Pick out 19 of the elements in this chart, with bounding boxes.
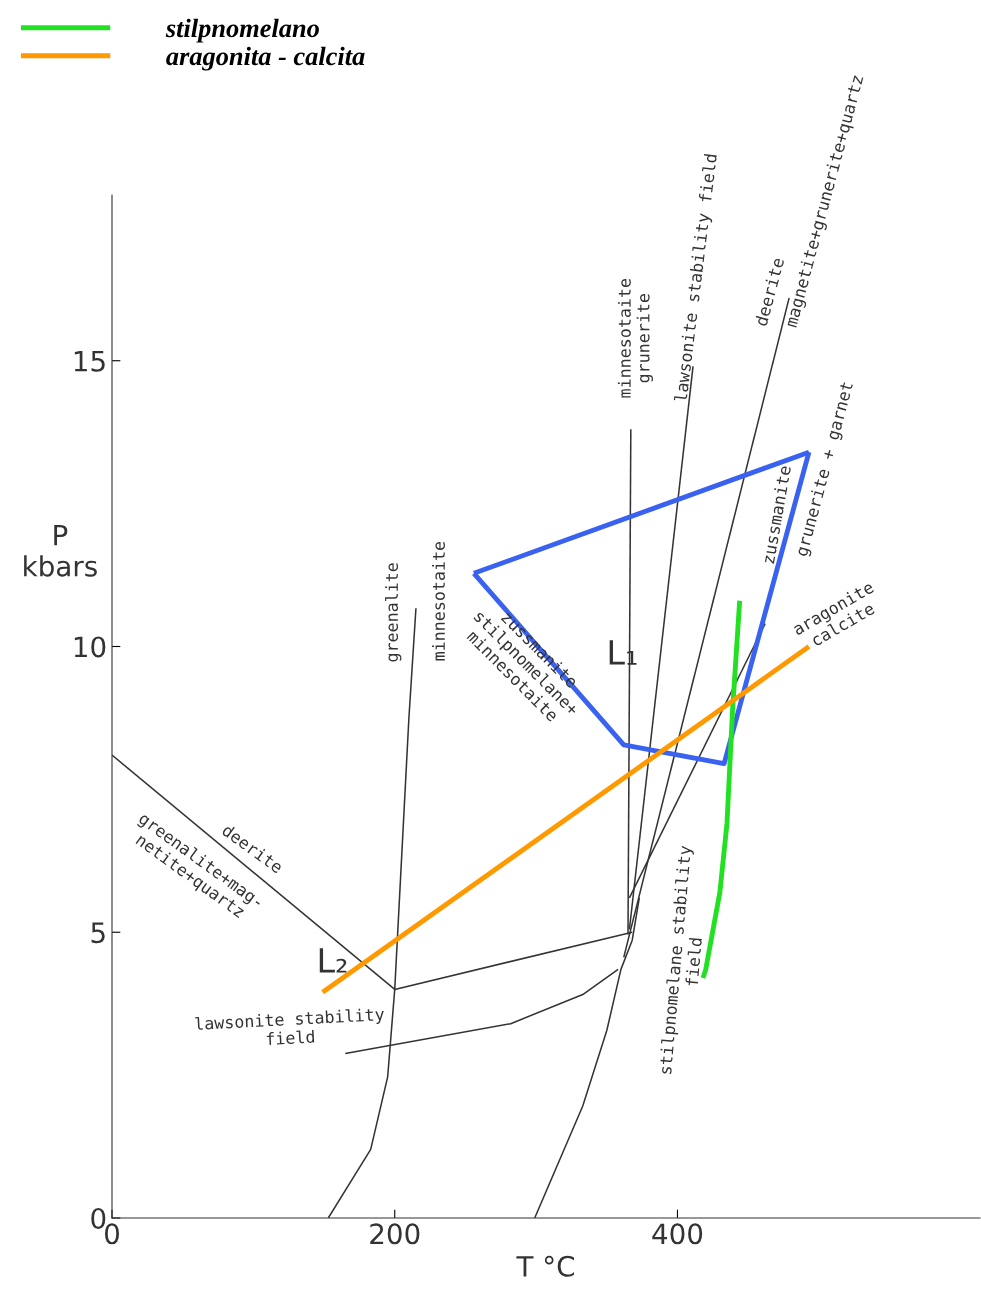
y-tick-label: 0 — [91, 1207, 106, 1229]
annotation: zussmanite — [761, 465, 792, 564]
x-axis-title: T °C — [516, 1255, 575, 1277]
legend-label: aragonita - calcita — [166, 46, 365, 71]
y-tick-label: 5 — [91, 922, 105, 944]
annotation: minnesotaite grunerite — [617, 279, 653, 398]
annotation: L₂ — [319, 948, 347, 973]
annotation: deerite — [754, 257, 785, 327]
y-tick-label: 10 — [74, 636, 106, 658]
y-axis-title: P kbars — [24, 524, 97, 577]
annotation: stilpnomelane stability field — [658, 845, 703, 1075]
legend-label: stilpnomelano — [165, 18, 319, 43]
annotation: greenalite — [385, 563, 402, 662]
annotation: lawsonite stability field — [673, 153, 721, 403]
y-tick-label: 15 — [74, 351, 105, 372]
x-tick-label: 200 — [370, 1223, 420, 1245]
annotation: minnesotaite — [432, 541, 445, 661]
x-tick-label: 400 — [652, 1223, 703, 1245]
annotation: lawsonite stability field — [195, 1007, 385, 1046]
